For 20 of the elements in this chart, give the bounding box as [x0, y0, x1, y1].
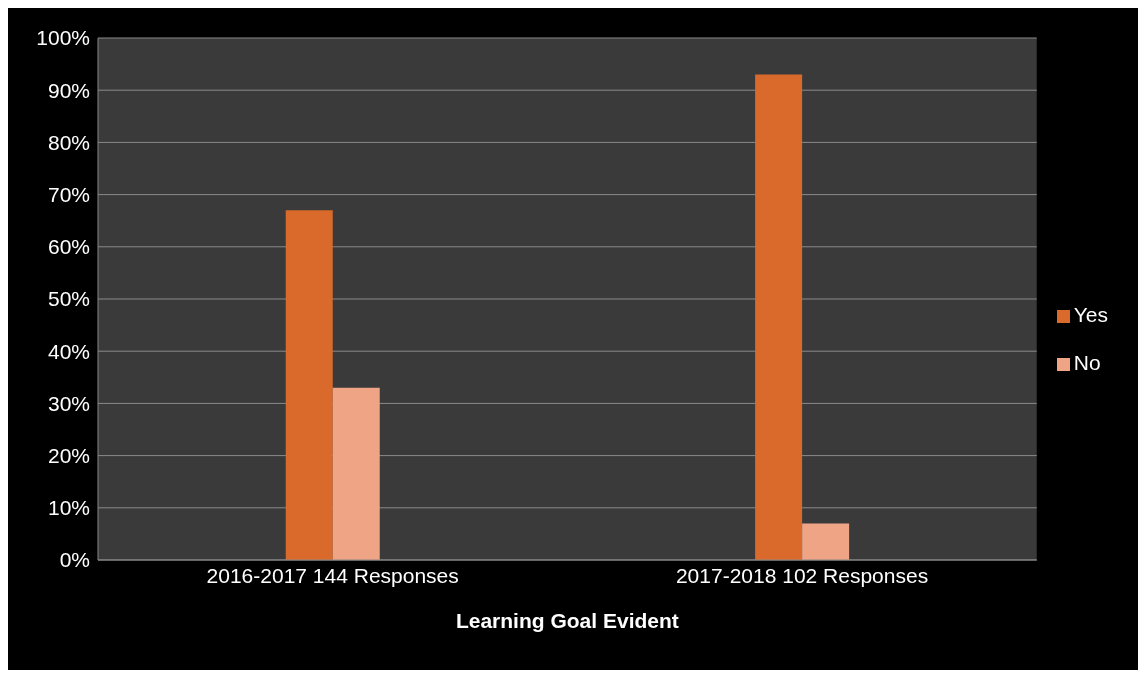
y-tick-label: 0% [59, 548, 90, 572]
y-tick-label: 90% [47, 78, 90, 102]
y-tick-label: 80% [47, 130, 90, 154]
bar [332, 387, 380, 560]
bar [802, 523, 850, 560]
y-tick-label: 70% [47, 183, 90, 207]
x-tick-label: 2016-2017 144 Responses [206, 563, 459, 587]
y-tick-label: 50% [47, 287, 90, 311]
bar [285, 210, 333, 560]
x-tick-label: 2017-2018 102 Responses [675, 563, 929, 587]
x-axis-title: Learning Goal Evident [455, 609, 679, 632]
legend-label: No [1073, 351, 1101, 374]
y-tick-label: 10% [47, 496, 90, 520]
y-tick-label: 20% [47, 444, 90, 468]
y-tick-label: 100% [36, 26, 90, 50]
legend-label: Yes [1073, 303, 1108, 326]
y-tick-label: 30% [47, 391, 90, 415]
y-tick-label: 40% [47, 339, 90, 363]
bar [755, 74, 803, 560]
y-tick-label: 60% [47, 235, 90, 259]
